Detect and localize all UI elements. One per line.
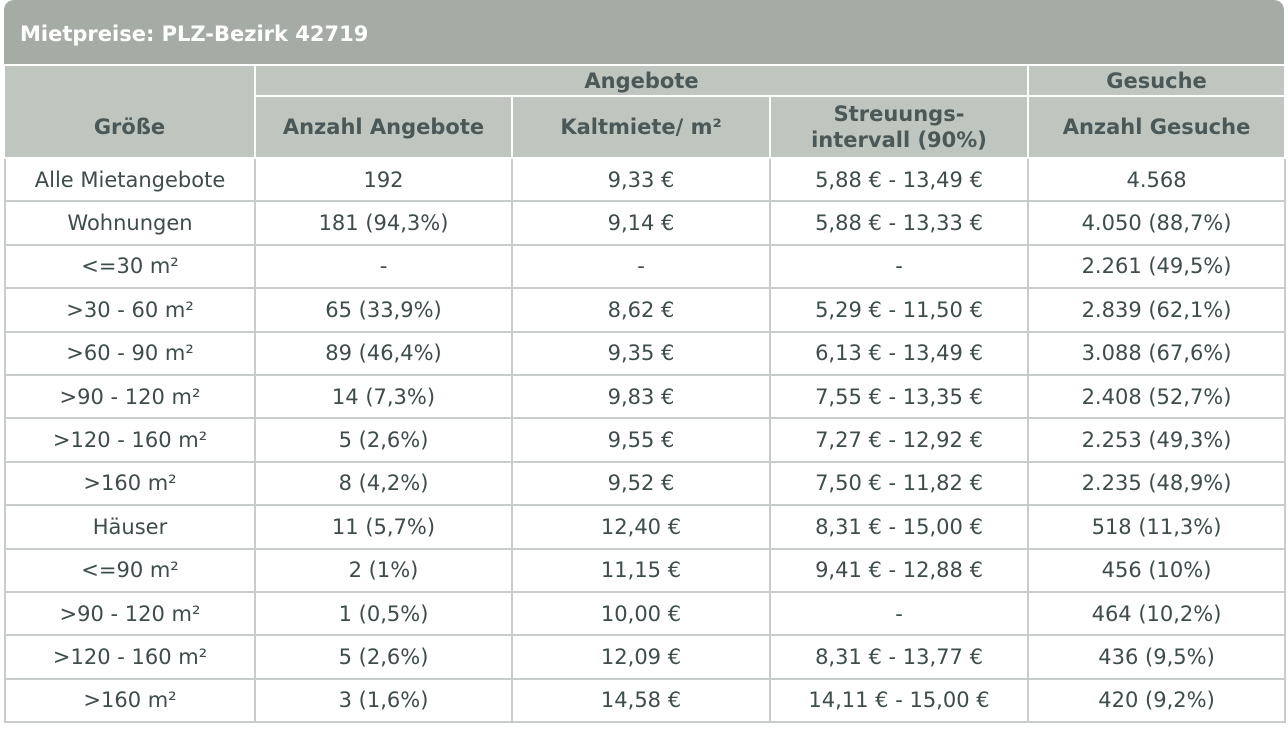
table-cell: 12,40 € <box>511 504 771 550</box>
table-row: >90 - 120 m² 1 (0,5%) 10,00 € -464 (10,2%) <box>4 590 1287 637</box>
table-cell: 9,33 € <box>511 156 771 203</box>
table-row: >120 - 160 m² 5 (2,6%) 9,55 €7,27 € - 12,9… <box>4 417 1287 463</box>
table-cell: 5,88 € - 13,33 € <box>768 200 1030 246</box>
table-cell: 65 (33,9%) <box>254 287 513 333</box>
table-cell: - <box>254 243 513 290</box>
row-label: >120 - 160 m² <box>4 417 256 463</box>
table-cell: 9,52 € <box>511 460 771 507</box>
table-cell: 11,15 € <box>511 547 771 593</box>
row-label: >160 m² <box>4 460 256 507</box>
row-label: >90 - 120 m² <box>4 373 256 420</box>
table-row: Wohnungen 181 (94,3%) 9,14 €5,88 € - 13,33… <box>4 200 1287 246</box>
table-cell: 7,55 € - 13,35 € <box>768 373 1030 420</box>
table-cell: 181 (94,3%) <box>254 200 513 246</box>
table-cell: 192 <box>254 156 513 203</box>
header-size: Größe <box>5 64 256 159</box>
table-cell: 3.088 (67,6%) <box>1027 330 1287 376</box>
row-label: >90 - 120 m² <box>4 590 256 637</box>
table-cell: - <box>511 243 771 290</box>
table-row: Häuser 11 (5,7%) 12,40 €8,31 € - 15,00 €51… <box>4 504 1287 550</box>
row-label: >160 m² <box>4 677 256 724</box>
table-cell: 9,35 € <box>511 330 771 376</box>
header-group: Angebote <box>253 64 1030 97</box>
table-row: >120 - 160 m² 5 (2,6%) 12,09 €8,31 € - 13,… <box>4 634 1287 680</box>
table-cell: 2.261 (49,5%) <box>1027 243 1287 290</box>
table-row: >60 - 90 m² 89 (46,4%) 9,35 €6,13 € - 13,4… <box>4 330 1287 376</box>
row-label: Alle Mietangebote <box>4 156 256 203</box>
table-cell: 5 (2,6%) <box>254 417 513 463</box>
table-row: <=30 m² - - -2.261 (49,5%) <box>4 243 1287 290</box>
table-cell: 2.235 (48,9%) <box>1027 460 1287 507</box>
table-cell: 8,62 € <box>511 287 771 333</box>
table-row: >30 - 60 m² 65 (33,9%) 8,62 €5,29 € - 11,5… <box>4 287 1287 333</box>
table-cell: 4.568 <box>1027 156 1287 203</box>
table-cell: 14,58 € <box>511 677 771 724</box>
row-label: >60 - 90 m² <box>4 330 256 376</box>
table-cell: 10,00 € <box>511 590 771 637</box>
table-cell: - <box>768 243 1030 290</box>
column-header: Kaltmiete/ m² <box>511 95 771 159</box>
table-cell: 2.839 (62,1%) <box>1027 287 1287 333</box>
column-header: Anzahl Angebote <box>254 95 513 159</box>
header-group: Gesuche <box>1027 64 1287 97</box>
table-cell: 9,14 € <box>511 200 771 246</box>
table-cell: 11 (5,7%) <box>254 504 513 550</box>
table-row: Alle Mietangebote 192 9,33 €5,88 € - 13,49… <box>4 156 1287 203</box>
column-header: Anzahl Gesuche <box>1027 95 1287 159</box>
column-header: Streuungs- intervall (90%) <box>768 95 1030 159</box>
table-cell: 2.253 (49,3%) <box>1027 417 1287 463</box>
table-cell: 8 (4,2%) <box>254 460 513 507</box>
row-label: <=90 m² <box>4 547 256 593</box>
table-row: >160 m² 8 (4,2%) 9,52 €7,50 € - 11,82 €2.2… <box>4 460 1287 507</box>
table-cell: 1 (0,5%) <box>254 590 513 637</box>
table-cell: 14,11 € - 15,00 € <box>768 677 1030 724</box>
table-cell: 89 (46,4%) <box>254 330 513 376</box>
row-label: Häuser <box>4 504 256 550</box>
table-cell: 464 (10,2%) <box>1027 590 1287 637</box>
table-cell: 8,31 € - 13,77 € <box>768 634 1030 680</box>
table-cell: 9,41 € - 12,88 € <box>768 547 1030 593</box>
table-cell: 5,29 € - 11,50 € <box>768 287 1030 333</box>
table-cell: 2.408 (52,7%) <box>1027 373 1287 420</box>
table-cell: 7,50 € - 11,82 € <box>768 460 1030 507</box>
table-cell: 12,09 € <box>511 634 771 680</box>
row-label: >30 - 60 m² <box>4 287 256 333</box>
table-cell: 7,27 € - 12,92 € <box>768 417 1030 463</box>
row-label: <=30 m² <box>4 243 256 290</box>
table-row: >90 - 120 m² 14 (7,3%) 9,83 €7,55 € - 13,3… <box>4 373 1287 420</box>
table-cell: 456 (10%) <box>1027 547 1287 593</box>
row-label: Wohnungen <box>4 200 256 246</box>
table-cell: 5,88 € - 13,49 € <box>768 156 1030 203</box>
table-cell: 6,13 € - 13,49 € <box>768 330 1030 376</box>
rent-table: Größe Angebote Gesuche Anzahl Angebote Ka… <box>4 64 1287 724</box>
table-cell: 518 (11,3%) <box>1027 504 1287 550</box>
table-cell: 2 (1%) <box>254 547 513 593</box>
table-cell: 9,55 € <box>511 417 771 463</box>
row-label: >120 - 160 m² <box>4 634 256 680</box>
table-cell: 4.050 (88,7%) <box>1027 200 1287 246</box>
page: Mietpreise: PLZ-Bezirk 42719 Größe Angeb… <box>4 0 1287 750</box>
table-cell: 420 (9,2%) <box>1027 677 1287 724</box>
table-row: >160 m² 3 (1,6%) 14,58 €14,11 € - 15,00 €4… <box>4 677 1287 724</box>
table-row: <=90 m² 2 (1%) 11,15 €9,41 € - 12,88 €456 … <box>4 547 1287 593</box>
table-cell: 9,83 € <box>511 373 771 420</box>
table-title: Mietpreise: PLZ-Bezirk 42719 <box>4 0 1284 64</box>
table-cell: 3 (1,6%) <box>254 677 513 724</box>
table-cell: - <box>768 590 1030 637</box>
table-cell: 5 (2,6%) <box>254 634 513 680</box>
table-cell: 436 (9,5%) <box>1027 634 1287 680</box>
table-cell: 8,31 € - 15,00 € <box>768 504 1030 550</box>
table-cell: 14 (7,3%) <box>254 373 513 420</box>
